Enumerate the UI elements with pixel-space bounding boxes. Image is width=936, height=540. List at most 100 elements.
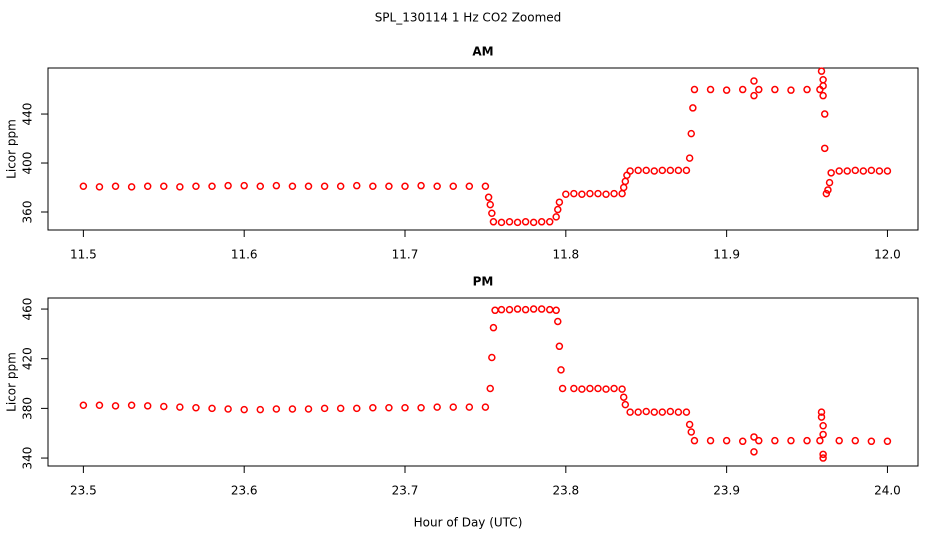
data-point	[816, 436, 824, 445]
data-point	[750, 77, 758, 85]
data-point	[521, 218, 530, 226]
data-point	[666, 166, 675, 175]
data-point	[552, 213, 560, 221]
data-point	[750, 448, 758, 456]
data-point	[537, 305, 546, 313]
data-point	[586, 189, 594, 198]
data-point	[819, 454, 827, 462]
data-point	[570, 384, 578, 393]
data-point	[687, 428, 696, 436]
data-point	[674, 166, 683, 175]
data-point	[486, 384, 494, 393]
x-tick-label: 24.0	[874, 484, 901, 498]
data-point	[385, 404, 393, 412]
data-point	[555, 198, 564, 206]
data-point	[208, 404, 216, 413]
x-tick-label: 11.8	[552, 248, 579, 262]
data-point	[529, 218, 538, 227]
data-point	[787, 436, 795, 445]
data-point	[817, 408, 826, 416]
data-point	[883, 167, 892, 175]
x-tick-label: 23.7	[392, 484, 419, 498]
data-point	[537, 218, 546, 226]
data-point	[558, 384, 567, 393]
data-point	[750, 91, 758, 100]
data-point	[240, 405, 248, 414]
y-tick-label: 380	[21, 397, 35, 420]
data-point	[685, 154, 694, 162]
data-point	[602, 190, 610, 198]
data-point	[634, 408, 642, 416]
data-point	[594, 384, 602, 393]
data-point	[545, 218, 554, 226]
data-point	[256, 405, 265, 414]
data-point	[497, 305, 506, 314]
data-point	[690, 436, 699, 445]
data-point	[820, 144, 829, 153]
data-point	[722, 86, 731, 94]
data-point	[224, 405, 232, 413]
data-point	[817, 67, 826, 75]
data-point	[650, 408, 659, 416]
data-point	[685, 420, 694, 429]
data-point	[465, 403, 474, 411]
data-point	[755, 85, 763, 94]
x-tick-label: 11.7	[392, 248, 419, 262]
data-point	[594, 189, 602, 198]
data-point	[682, 408, 691, 416]
data-point	[570, 189, 578, 198]
data-point	[127, 401, 136, 410]
data-point	[738, 437, 747, 446]
data-point	[819, 91, 827, 100]
data-point	[484, 193, 493, 202]
data-point	[843, 167, 851, 175]
data-point	[687, 129, 696, 138]
data-point	[488, 353, 496, 362]
data-point	[240, 181, 248, 190]
data-point	[875, 167, 884, 175]
data-point	[706, 436, 715, 445]
x-tick-label: 23.9	[713, 484, 740, 498]
data-point	[369, 182, 377, 191]
y-tick-label: 460	[21, 298, 35, 321]
data-point	[320, 182, 329, 191]
y-tick-label: 340	[21, 447, 35, 470]
data-point	[682, 166, 691, 175]
data-point	[160, 402, 168, 411]
data-point	[489, 323, 498, 332]
data-point	[481, 182, 490, 191]
y-tick-label: 400	[21, 152, 35, 175]
data-point	[602, 385, 610, 393]
figure-title: SPL_130114 1 Hz CO2 Zoomed	[375, 11, 562, 25]
data-point	[771, 436, 779, 445]
data-point	[610, 384, 618, 393]
data-point	[521, 305, 530, 314]
data-point	[835, 167, 843, 175]
data-point	[706, 85, 715, 94]
data-point	[176, 403, 184, 411]
data-point	[336, 182, 345, 191]
data-point	[626, 167, 634, 175]
data-point	[353, 404, 361, 413]
data-point	[505, 218, 514, 226]
data-point	[554, 205, 562, 214]
data-point	[529, 305, 538, 313]
data-point	[771, 85, 779, 94]
data-point	[79, 401, 88, 410]
data-point	[822, 189, 831, 198]
data-point	[513, 218, 522, 227]
data-point	[401, 404, 409, 412]
y-axis-label: Licor ppm	[5, 119, 19, 179]
data-point	[489, 218, 498, 226]
data-point	[481, 403, 490, 411]
data-point	[449, 182, 457, 191]
y-tick-label: 420	[21, 347, 35, 370]
data-point	[552, 306, 560, 315]
data-point	[578, 385, 586, 393]
data-point	[369, 404, 377, 412]
x-tick-label: 23.5	[70, 484, 97, 498]
data-point	[755, 436, 763, 445]
data-point	[417, 181, 425, 190]
